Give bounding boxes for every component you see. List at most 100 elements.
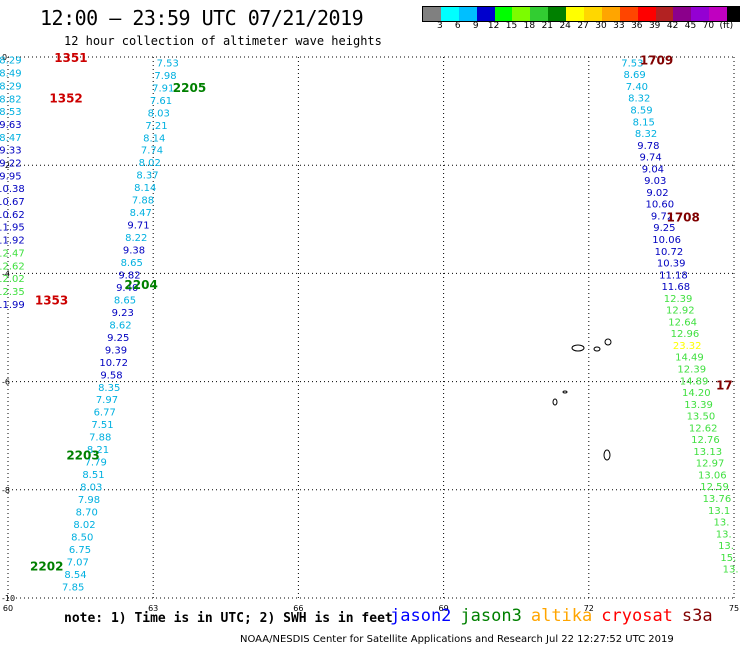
- swh-value: 10.39: [657, 259, 686, 270]
- satellite-jason2: jason2: [390, 606, 452, 626]
- swh-value: 12.47: [0, 248, 25, 259]
- swh-value: 9.78: [637, 141, 659, 152]
- time-label: 17: [716, 378, 733, 392]
- swh-value: 8.47: [0, 133, 22, 144]
- swh-value: 11.92: [0, 236, 25, 247]
- swh-value: 8.59: [630, 105, 652, 116]
- swh-value: 14.49: [675, 353, 704, 364]
- swh-value: 14.20: [682, 388, 711, 399]
- legend-tick-label: 12: [487, 21, 500, 31]
- island-outline: [571, 344, 585, 352]
- legend-tick-label: 27: [577, 21, 589, 31]
- legend-swatch: [512, 7, 531, 21]
- swh-value: 13.13: [693, 447, 722, 458]
- swh-value: 8.51: [82, 470, 104, 481]
- legend-swatch: [494, 7, 513, 21]
- footer-credit: NOAA/NESDIS Center for Satellite Applica…: [240, 634, 674, 645]
- swh-value: 8.82: [0, 94, 22, 105]
- legend-swatch: [566, 7, 585, 21]
- swh-value: 12.02: [0, 274, 25, 285]
- satellite-cryosat: cryosat: [601, 606, 673, 626]
- swh-value: 8.35: [98, 383, 120, 394]
- lon-tick-label: 66: [293, 604, 303, 613]
- swh-value: 9.39: [105, 345, 127, 356]
- swh-value: 8.03: [148, 108, 170, 119]
- legend-swatch: [601, 7, 620, 21]
- swh-value: 6.75: [69, 545, 91, 556]
- swh-value: 10.72: [99, 358, 128, 369]
- swh-value: 12.64: [668, 317, 697, 328]
- swh-value: 8.54: [64, 570, 86, 581]
- swh-value: 7.88: [132, 196, 154, 207]
- swh-value: 9.02: [646, 188, 668, 199]
- swh-value: 7.51: [91, 420, 113, 431]
- legend-swatch: [423, 7, 441, 21]
- page-subtitle: 12 hour collection of altimeter wave hei…: [64, 34, 382, 48]
- legend-swatch: [476, 7, 495, 21]
- swh-value: 8.21: [87, 445, 109, 456]
- swh-value: 13.: [716, 529, 732, 540]
- swh-value: 9.33: [0, 146, 22, 157]
- swh-value: 11.95: [0, 223, 25, 234]
- swh-value: 13.39: [684, 400, 713, 411]
- island-outline: [604, 338, 612, 346]
- swh-value: 12.92: [666, 306, 695, 317]
- swh-value: 7.88: [89, 433, 111, 444]
- satellite-jason3: jason3: [460, 606, 522, 626]
- legend-tick-label: 3: [437, 21, 443, 31]
- swh-value: 12.96: [671, 329, 700, 340]
- lat-tick-label: -4: [2, 269, 10, 278]
- swh-value: 9.22: [0, 158, 22, 169]
- legend-swatch: [458, 7, 477, 21]
- swh-value: 12.59: [700, 482, 729, 493]
- swh-value: 7.61: [150, 96, 172, 107]
- time-label: 1352: [49, 92, 82, 106]
- time-label: 2203: [66, 449, 99, 463]
- swh-value: 13.06: [698, 470, 727, 481]
- color-legend-bar: [422, 6, 740, 22]
- swh-value: 8.49: [0, 69, 22, 80]
- legend-tick-label: 6: [454, 21, 461, 31]
- satellite-altika: altika: [530, 606, 593, 626]
- swh-value: 6.77: [94, 408, 116, 419]
- legend-swatch: [530, 7, 549, 21]
- swh-value: 8.70: [76, 508, 98, 519]
- swh-value: 9.23: [112, 308, 134, 319]
- lon-tick-label: 72: [584, 604, 594, 613]
- legend-tick-label: 70: [702, 21, 715, 31]
- swh-value: 8.65: [114, 295, 136, 306]
- swh-value: 7.74: [141, 146, 163, 157]
- swh-value: 14.89: [680, 376, 709, 387]
- swh-value: 23.32: [673, 341, 702, 352]
- swh-value: 9.40: [116, 283, 138, 294]
- time-label: 1351: [54, 51, 87, 65]
- time-label: 2205: [173, 81, 206, 95]
- swh-value: 8.29: [0, 56, 22, 67]
- swh-value: 7.07: [67, 557, 89, 568]
- legend-swatch: [637, 7, 656, 21]
- legend-tick-label: 9: [472, 21, 479, 31]
- swh-value: 10.72: [655, 247, 684, 258]
- legend-swatch: [440, 7, 459, 21]
- legend-tick-label: 33: [613, 21, 625, 31]
- legend-tick-label: 24: [559, 21, 571, 31]
- swh-value: 7.98: [154, 71, 176, 82]
- swh-value: 13.1: [708, 506, 730, 517]
- swh-value: 7.53: [621, 58, 643, 69]
- swh-value: 9.38: [123, 246, 145, 257]
- swh-value: 10.60: [645, 200, 674, 211]
- swh-value: 9.82: [118, 270, 140, 281]
- legend-tick-label: 36: [631, 21, 643, 31]
- swh-value: 12.35: [0, 287, 25, 298]
- swh-value: 7.98: [78, 495, 100, 506]
- lon-tick-label: 69: [439, 604, 449, 613]
- time-label: 2202: [30, 560, 63, 574]
- lon-tick-label: 75: [729, 604, 739, 613]
- swh-value: 8.22: [125, 233, 147, 244]
- legend-swatch: [655, 7, 674, 21]
- lat-tick-label: 0: [2, 53, 7, 62]
- legend-swatch: [673, 7, 692, 21]
- swh-value: 7.79: [85, 458, 107, 469]
- swh-value: 7.91: [152, 83, 174, 94]
- swh-value: 12.39: [677, 364, 706, 375]
